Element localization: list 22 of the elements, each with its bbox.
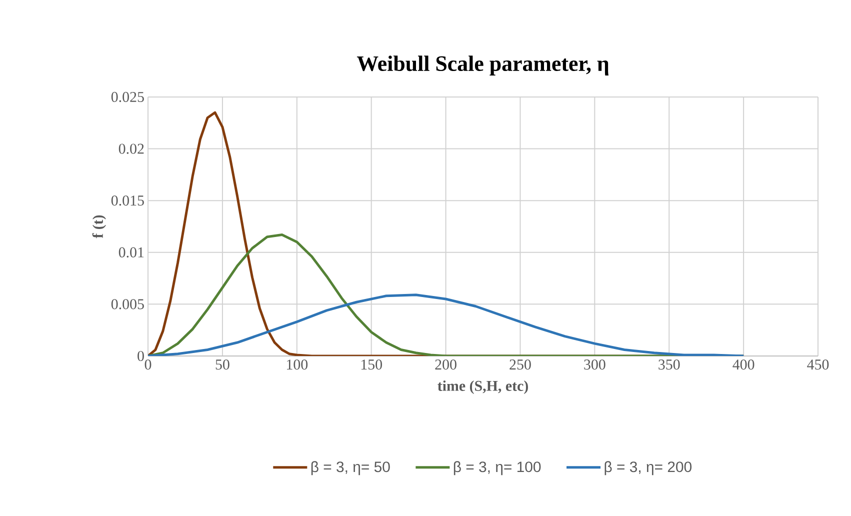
x-axis-title: time (S,H, etc): [438, 380, 528, 394]
x-tick-label: 350: [658, 360, 680, 370]
y-tick-label: 0.01: [118, 247, 144, 258]
legend-label: β = 3, η= 50: [311, 461, 390, 476]
y-tick-label: 0.02: [118, 144, 144, 154]
legend-label: β = 3, η= 100: [454, 461, 541, 476]
x-tick-label: 300: [584, 360, 606, 370]
y-tick-label: 0.005: [111, 299, 144, 310]
x-tick-label: 50: [216, 360, 230, 370]
x-tick-label: 400: [732, 360, 754, 370]
chart-title: Weibull Scale parameter, η: [356, 56, 608, 76]
y-tick-label: 0.015: [111, 196, 144, 206]
x-tick-label: 0: [144, 360, 152, 370]
x-tick-label: 250: [510, 360, 531, 370]
x-tick-label: 200: [435, 360, 456, 370]
x-tick-label: 150: [361, 360, 382, 370]
y-tick-label: 0: [138, 350, 144, 362]
x-tick-label: 450: [807, 360, 829, 370]
y-tick-label: 0.025: [111, 92, 144, 102]
x-tick-label: 100: [287, 360, 308, 370]
legend-label: β = 3, η= 200: [604, 461, 692, 476]
y-axis-title: f (t): [92, 215, 106, 238]
